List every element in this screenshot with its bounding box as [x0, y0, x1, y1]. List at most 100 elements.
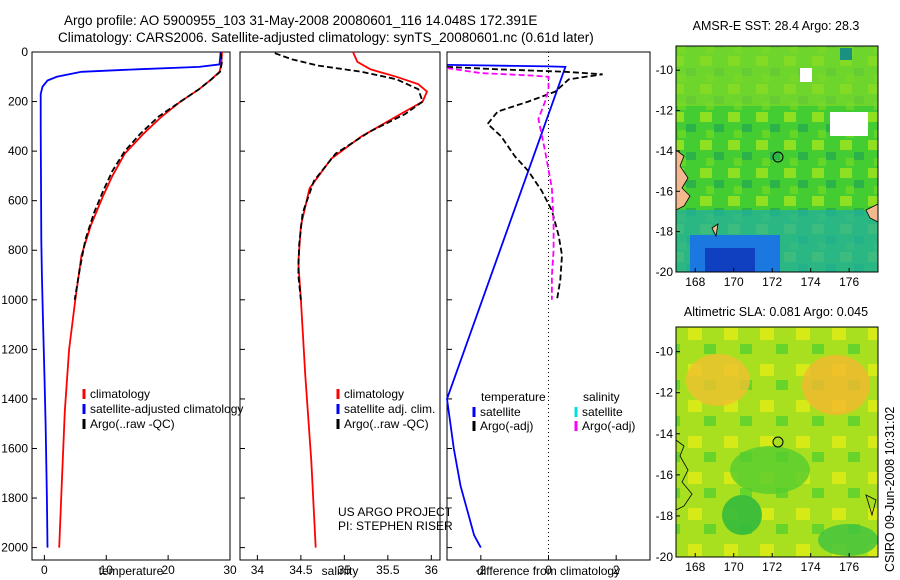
y-tick-label: -14: [656, 144, 674, 158]
x-tick-label: 176: [839, 275, 859, 289]
y-tick-label: -14: [656, 427, 674, 441]
y-tick-label: -12: [656, 386, 674, 400]
legend-label: satellite adj. clim.: [344, 402, 435, 416]
coastline: [675, 149, 691, 211]
series-line-climatology: [58, 51, 223, 548]
y-tick-label: 800: [8, 243, 28, 257]
legend-title: salinity: [583, 390, 620, 404]
x-tick-label: 170: [724, 275, 744, 289]
y-tick-label: -20: [656, 550, 674, 564]
x-tick-label: 35: [338, 563, 352, 577]
sla-map-axes: 168 170 172 174 176 -10 -12 -14 -16 -18 -20: [656, 345, 860, 574]
legend-label: Argo(-adj): [582, 419, 635, 433]
y-tick-label: -16: [656, 184, 674, 198]
sla-high: [686, 354, 750, 406]
legend-label: Argo(-adj): [480, 419, 533, 433]
legend-label: Argo(..raw -QC): [344, 417, 429, 431]
y-tick-label: 400: [8, 144, 28, 158]
x-tick-label: 36: [425, 563, 439, 577]
salinity-panel: 34 34.5 35 35.5 36 salinity climatologysatelli…: [239, 51, 453, 578]
sst-map-title: AMSR-E SST: 28.4 Argo: 28.3: [693, 19, 860, 33]
y-tick-label: -18: [656, 225, 674, 239]
plot-frame: [239, 51, 441, 561]
x-axis-label: salinity: [322, 564, 359, 578]
x-tick-label: 170: [724, 560, 744, 574]
x-tick-label: 176: [839, 560, 859, 574]
x-tick-label: 174: [801, 275, 821, 289]
x-tick-label: 20: [161, 563, 175, 577]
project-annotation: US ARGO PROJECT: [338, 505, 453, 519]
y-tick-label: -16: [656, 468, 674, 482]
y-tick-label: 2000: [1, 541, 28, 555]
sst-map: [675, 45, 879, 273]
series-line-temperature-satellite: [446, 64, 567, 549]
credit-stamp: CSIRO 09-Jun-2008 10:31:02: [883, 407, 897, 572]
legend-label: satellite: [480, 405, 521, 419]
series-line-climatology: [297, 51, 429, 548]
legend-label: climatology: [90, 387, 150, 401]
series-line-satellite-adjusted-climatology: [39, 51, 222, 548]
legend-label: satellite: [582, 405, 623, 419]
sst-cold-core: [705, 248, 755, 272]
x-axis-label: temperature: [99, 564, 164, 578]
sla-low: [818, 524, 878, 556]
x-tick-label: 0: [545, 563, 552, 577]
x-tick-label: -2: [475, 563, 486, 577]
y-tick-label: -20: [656, 265, 674, 279]
y-tick-label: 200: [8, 95, 28, 109]
sla-map-frame: [675, 326, 879, 558]
x-tick-label: 34: [251, 563, 265, 577]
series-line-argo-raw-qc-: [274, 52, 424, 300]
y-tick-label: 1400: [1, 392, 28, 406]
x-tick-label: 174: [801, 560, 821, 574]
legend-label: climatology: [344, 387, 404, 401]
series-line-temperature-argo-adj-: [446, 66, 603, 300]
x-tick-label: 172: [762, 560, 782, 574]
y-tick-label: -18: [656, 509, 674, 523]
sst-cloud-gap: [800, 68, 812, 82]
plot-frame: [31, 51, 231, 561]
y-tick-label: 1800: [1, 491, 28, 505]
x-tick-label: 34.5: [289, 563, 313, 577]
sla-map: [675, 326, 879, 558]
sst-map-axes: 168 170 172 174 176 -10 -12 -14 -16 -18 -20: [656, 63, 860, 289]
legend-label: satellite-adjusted climatology: [90, 402, 243, 416]
series-line-salinity-argo-adj-: [446, 67, 555, 300]
x-tick-label: 0: [41, 563, 48, 577]
sla-high: [802, 355, 870, 415]
x-tick-label: 2: [613, 563, 620, 577]
figure-title-line1: Argo profile: AO 5900955_103 31-May-2008…: [64, 13, 537, 28]
argo-float-marker: [772, 151, 784, 163]
sla-low: [722, 495, 762, 535]
argo-float-marker: [772, 436, 784, 448]
x-tick-label: 35.5: [376, 563, 400, 577]
y-tick-label: -10: [656, 63, 674, 77]
sst-cloud-gap: [830, 112, 868, 136]
y-tick-label: 1600: [1, 441, 28, 455]
sst-hot-pixel: [840, 48, 852, 60]
x-tick-label: 30: [223, 563, 237, 577]
y-tick-label: 600: [8, 194, 28, 208]
series-line-argo-raw-qc-: [73, 53, 223, 300]
temperature-panel: 0 10 20 30 0 200 400 600 800 1000 1200 1400 1600 1800…: [1, 45, 243, 578]
y-tick-label: -10: [656, 345, 674, 359]
coastline: [711, 223, 719, 238]
sst-map-frame: [675, 45, 879, 273]
y-tick-label: 1200: [1, 342, 28, 356]
y-tick-label: -12: [656, 104, 674, 118]
x-tick-label: 10: [100, 563, 114, 577]
legend-label: Argo(..raw -QC): [90, 417, 175, 431]
sla-map-title: Altimetric SLA: 0.081 Argo: 0.045: [684, 305, 868, 319]
y-tick-label: 0: [21, 45, 28, 59]
y-tick-label: 1000: [1, 293, 28, 307]
figure-title-line2: Climatology: CARS2006. Satellite-adjuste…: [58, 30, 594, 45]
x-tick-label: 168: [685, 275, 705, 289]
project-annotation: PI: STEPHEN RISER: [338, 519, 453, 533]
x-tick-label: 168: [685, 560, 705, 574]
coastline: [865, 494, 877, 517]
x-axis-label: difference from climatology: [477, 564, 620, 578]
coastline: [675, 439, 693, 511]
x-tick-label: 172: [762, 275, 782, 289]
